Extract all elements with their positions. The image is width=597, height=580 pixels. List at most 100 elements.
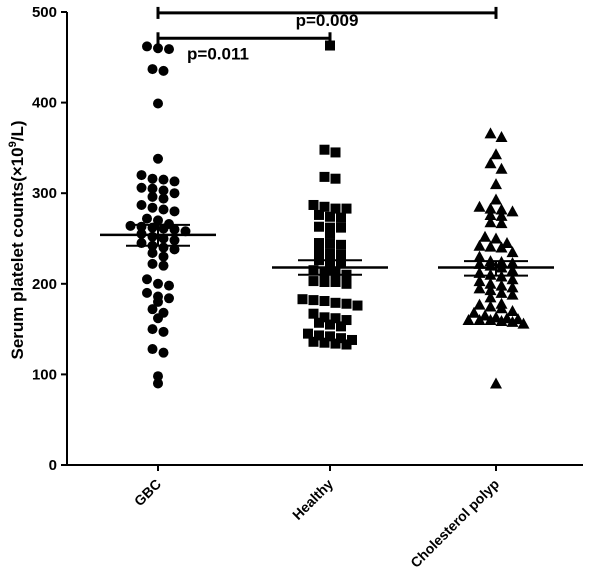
data-point	[325, 238, 335, 249]
data-point	[330, 147, 341, 158]
data-point	[325, 40, 335, 51]
data-point	[506, 205, 519, 217]
data-point	[158, 251, 169, 262]
data-point	[336, 257, 346, 268]
data-point	[308, 265, 319, 276]
data-point	[506, 264, 519, 276]
data-point	[158, 65, 169, 76]
data-marks	[125, 40, 530, 389]
y-tick-label: 400	[32, 95, 57, 112]
data-point	[484, 291, 497, 303]
data-point	[319, 296, 330, 307]
y-axis-label-sup: 9	[7, 141, 19, 147]
data-point	[495, 241, 508, 253]
data-point	[325, 248, 335, 259]
data-point	[495, 286, 508, 298]
data-point	[169, 224, 180, 235]
data-point	[495, 217, 508, 229]
data-point	[495, 162, 508, 174]
data-point	[330, 203, 341, 214]
data-point	[158, 223, 169, 234]
data-point	[153, 43, 163, 54]
data-point	[506, 315, 519, 327]
data-point	[484, 208, 497, 220]
data-point	[325, 222, 335, 233]
data-point	[164, 293, 174, 304]
data-point	[308, 199, 319, 210]
data-point	[341, 298, 352, 309]
data-point	[314, 238, 324, 249]
data-point	[308, 336, 319, 347]
data-point	[484, 157, 497, 169]
data-point	[501, 237, 513, 249]
data-point	[506, 281, 519, 293]
data-point	[142, 274, 152, 285]
data-point	[319, 276, 330, 287]
data-point	[490, 232, 502, 244]
data-point	[319, 267, 330, 278]
data-point	[147, 324, 158, 335]
data-point	[506, 256, 519, 268]
data-point	[517, 317, 530, 329]
data-point	[136, 182, 147, 193]
data-point	[484, 240, 497, 252]
data-point	[506, 288, 519, 300]
data-point	[147, 183, 158, 194]
data-point	[473, 275, 486, 287]
data-point	[158, 204, 169, 215]
data-point	[473, 314, 486, 326]
data-point	[473, 250, 486, 262]
data-point	[147, 247, 158, 258]
data-point	[325, 319, 335, 330]
data-point	[330, 267, 341, 278]
data-point	[158, 174, 169, 185]
data-point	[147, 202, 158, 213]
data-point	[490, 178, 502, 190]
data-point	[319, 201, 330, 212]
data-point	[319, 312, 330, 323]
data-point	[484, 277, 497, 289]
data-point	[473, 257, 486, 269]
data-point	[325, 331, 335, 342]
data-point	[484, 268, 497, 280]
p-value-label: p=0.011	[187, 44, 249, 63]
data-point	[164, 44, 174, 55]
data-point	[314, 221, 324, 232]
data-point	[462, 314, 475, 326]
data-point	[147, 64, 158, 75]
data-point	[153, 371, 163, 382]
data-point	[468, 306, 480, 318]
data-point	[479, 230, 491, 242]
data-point	[336, 239, 346, 250]
data-point	[490, 377, 502, 389]
data-point	[473, 239, 486, 251]
data-point	[158, 260, 169, 271]
data-point	[330, 313, 341, 324]
data-point	[319, 144, 330, 155]
data-point	[330, 173, 341, 184]
data-point	[330, 297, 341, 308]
data-point	[147, 191, 158, 202]
data-point	[136, 199, 147, 210]
data-point	[153, 313, 163, 324]
data-point	[147, 344, 158, 355]
y-axis-label: Serum platelet counts(×109/L)	[7, 121, 27, 360]
data-point	[319, 171, 330, 182]
data-point	[314, 317, 324, 328]
data-point	[473, 298, 486, 310]
data-point	[490, 148, 502, 160]
significance-brackets: p=0.009 p=0.011	[156, 6, 498, 63]
data-point	[473, 282, 486, 294]
data-point	[336, 249, 346, 260]
data-point	[319, 337, 330, 348]
y-tick-label: 100	[32, 366, 57, 383]
data-point	[506, 304, 519, 316]
data-point	[506, 246, 519, 258]
data-point	[308, 276, 319, 287]
mean-sem-bars	[100, 223, 554, 277]
data-point	[153, 98, 163, 109]
data-point	[169, 176, 180, 187]
y-axis-label-main: Serum platelet counts(×10	[8, 147, 27, 359]
y-tick-label: 200	[32, 276, 57, 293]
data-point	[158, 242, 169, 253]
